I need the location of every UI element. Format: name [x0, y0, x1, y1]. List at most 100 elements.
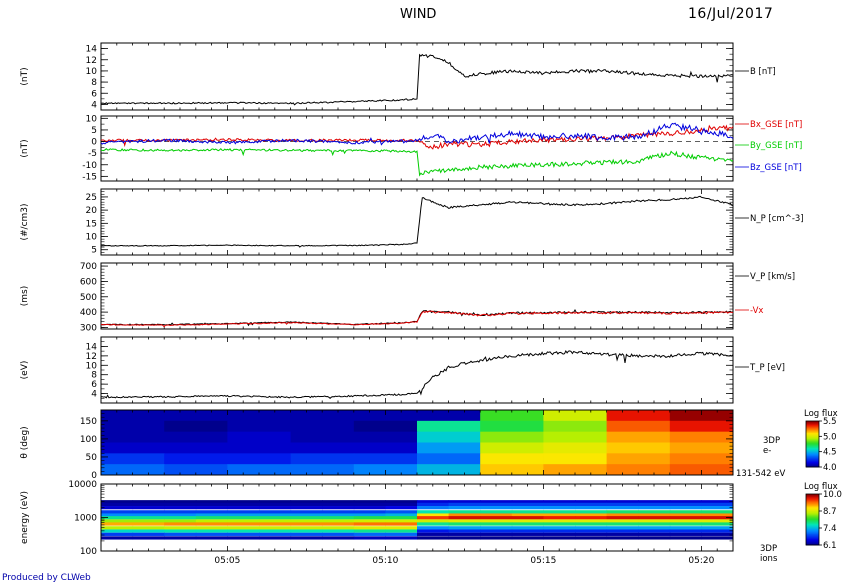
colorbar-segment: [806, 533, 819, 536]
colorbar-segment: [806, 444, 819, 446]
heatmap-cell: [543, 506, 576, 510]
heatmap-cell: [353, 500, 386, 504]
heatmap-cell: [448, 519, 481, 523]
heatmap-cell: [606, 500, 639, 504]
heatmap-cell: [132, 506, 165, 510]
heatmap-cell: [511, 536, 544, 540]
heatmap-cell: [543, 510, 576, 514]
panel-frame-1: [100, 115, 734, 182]
heatmap-cell: [101, 442, 165, 454]
heatmap-cell: [606, 522, 639, 526]
heatmap-cell: [101, 522, 134, 526]
heatmap-cell: [448, 522, 481, 526]
series-line-3-1: [100, 310, 734, 328]
heatmap-cell: [132, 522, 165, 526]
y-tick-label: 100: [80, 547, 97, 557]
heatmap-cell: [448, 513, 481, 517]
y-tick-label: 10: [86, 114, 98, 124]
colorbar-title: Log flux: [804, 409, 838, 419]
heatmap-cell: [227, 526, 260, 530]
heatmap-cell: [575, 502, 608, 507]
y-tick-label: 6: [91, 89, 97, 99]
heatmap-cell: [290, 536, 323, 540]
colorbar-segment: [806, 426, 819, 429]
heatmap-cell: [322, 502, 355, 507]
heatmap-cell: [353, 502, 386, 507]
colorbar-segment: [806, 449, 819, 452]
colorbar-segment: [806, 542, 819, 545]
heatmap-cell: [480, 519, 513, 523]
y-axis-label-5: θ (deg): [20, 426, 30, 458]
heatmap-cell: [511, 522, 544, 526]
heatmap-cell: [606, 431, 671, 443]
colorbar-segment: [806, 496, 819, 499]
heatmap-cell: [417, 522, 450, 526]
instrument-label: 3DP: [763, 436, 780, 446]
heatmap-cell: [701, 502, 734, 507]
colorbar-segment: [806, 427, 819, 430]
heatmap-cell: [385, 502, 418, 507]
colorbar-segment: [806, 528, 819, 531]
heatmap-cell: [511, 526, 544, 530]
heatmap-cell: [322, 506, 355, 510]
heatmap-cell: [259, 506, 292, 510]
colorbar-segment: [806, 513, 819, 515]
heatmap-cell: [353, 410, 418, 422]
heatmap-cell: [259, 513, 292, 517]
colorbar-segment: [806, 534, 819, 537]
heatmap-cell: [701, 536, 734, 540]
heatmap-cell: [353, 506, 386, 510]
heatmap-cell: [480, 513, 513, 517]
x-tick-label: 05:20: [688, 556, 714, 566]
heatmap-cell: [353, 516, 386, 520]
heatmap-cell: [543, 464, 608, 476]
heatmap-cell: [227, 410, 292, 422]
heatmap-cell: [669, 516, 702, 520]
colorbar-segment: [806, 518, 819, 520]
y-tick-label: 15: [86, 219, 97, 229]
y-tick-label: -5: [88, 149, 97, 159]
legend-label: T_P [eV]: [749, 363, 785, 373]
heatmap-cell: [322, 519, 355, 523]
instrument-label: 3DP: [760, 544, 777, 554]
y-axis-label-6: energy (eV): [20, 491, 30, 544]
colorbar-segment: [806, 502, 819, 505]
heatmap-cell: [543, 420, 608, 433]
heatmap-cell: [480, 453, 544, 465]
heatmap-cell: [164, 506, 197, 510]
colorbar-segment: [806, 446, 819, 448]
colorbar-segment: [806, 536, 819, 538]
colorbar-segment: [806, 462, 819, 465]
heatmap-cell: [480, 442, 544, 454]
heatmap-cell: [669, 510, 702, 514]
y-tick-label: 0: [91, 138, 97, 148]
heatmap-cell: [259, 526, 292, 530]
heatmap-cell: [448, 532, 481, 536]
colorbar-segment: [806, 516, 819, 519]
colorbar-segment: [806, 541, 819, 543]
series-line-1-1: [100, 147, 734, 177]
heatmap-cell: [606, 529, 639, 533]
heatmap-cell: [290, 506, 323, 510]
heatmap-cell: [606, 453, 671, 465]
heatmap-cell: [259, 519, 292, 523]
heatmap-cell: [227, 442, 292, 454]
colorbar-segment: [806, 432, 819, 435]
heatmap-cell: [480, 410, 544, 422]
heatmap-cell: [164, 410, 228, 422]
y-tick-label: 10000: [68, 480, 97, 490]
heatmap-cell: [164, 464, 228, 476]
heatmap-cell: [448, 536, 481, 540]
heatmap-cell: [543, 516, 576, 520]
colorbar-segment: [806, 508, 819, 510]
heatmap-cell: [164, 536, 197, 540]
heatmap-cell: [638, 506, 671, 510]
x-tick-label: 05:15: [530, 556, 556, 566]
y-tick-label: 0: [91, 471, 97, 481]
colorbar-segment: [806, 460, 819, 462]
heatmap-cell: [164, 529, 197, 533]
heatmap-cell: [511, 516, 544, 520]
colorbar-segment: [806, 461, 819, 463]
y-axis-label-2: (#/cm3): [20, 203, 30, 240]
